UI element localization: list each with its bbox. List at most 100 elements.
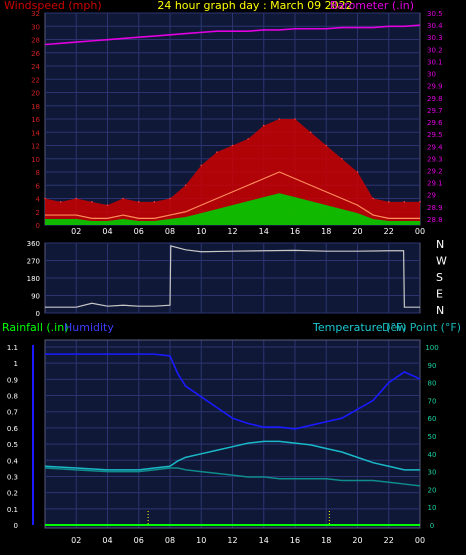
windspeed-tick-label: 18 — [31, 103, 40, 111]
direction-tick-label: 90 — [31, 293, 40, 301]
barometer-tick-label: 29.2 — [427, 167, 443, 175]
rainfall-tick-label: 1 — [14, 360, 18, 368]
windspeed-axis-label: Windspeed (mph) — [4, 0, 102, 12]
x-tick-label: 20 — [352, 536, 362, 545]
barometer-tick-label: 29.5 — [427, 131, 443, 139]
gust-point — [59, 201, 62, 203]
x-tick-label: 14 — [259, 536, 269, 545]
barometer-tick-label: 29.7 — [427, 107, 443, 115]
direction-grid — [44, 242, 421, 314]
x-tick-label: 22 — [384, 227, 394, 236]
x-tick-label: 10 — [196, 227, 206, 236]
windspeed-tick-label: 14 — [31, 129, 40, 137]
x-tick-label: 02 — [71, 536, 81, 545]
x-tick-label: 08 — [165, 536, 175, 545]
barometer-tick-label: 29.1 — [427, 180, 443, 188]
gust-point — [91, 201, 93, 203]
barometer-tick-label: 29.9 — [427, 83, 443, 91]
temperature-tick-label: 70 — [428, 397, 437, 405]
windspeed-tick-label: 32 — [31, 10, 40, 18]
rainfall-tick-label: 0.8 — [7, 393, 18, 401]
x-tick-label: 04 — [102, 227, 112, 236]
direction-tick-label: 180 — [27, 275, 40, 283]
rainfall-axis-label: Rainfall (.in) — [2, 321, 69, 334]
windspeed-tick-label: 4 — [36, 196, 41, 204]
tick-labels: 0246810121416182022242628303228.828.9292… — [7, 10, 447, 545]
temperature-tick-label: 0 — [430, 522, 434, 530]
gust-point — [153, 201, 156, 203]
humidity-line — [45, 353, 421, 430]
humidity-axis-label: Humidity — [64, 321, 114, 334]
barometer-tick-label: 29 — [427, 192, 436, 200]
windspeed-tick-label: 26 — [31, 50, 40, 58]
temperature-tick-label: 50 — [428, 433, 437, 441]
x-tick-label: 00 — [415, 227, 425, 236]
windspeed-tick-label: 8 — [36, 169, 40, 177]
gust-point — [231, 144, 234, 147]
windspeed-tick-label: 30 — [31, 23, 40, 31]
x-tick-label: 16 — [290, 227, 300, 236]
temperature-tick-label: 100 — [425, 344, 438, 352]
barometer-tick-label: 30.3 — [427, 34, 443, 42]
x-tick-label: 10 — [196, 536, 206, 545]
windspeed-tick-label: 28 — [31, 37, 40, 45]
gust-point — [216, 151, 218, 153]
rainfall-tick-label: 0.5 — [7, 441, 18, 449]
rainfall-tick-label: 0.1 — [7, 506, 18, 514]
x-tick-label: 20 — [352, 227, 362, 236]
temperature-tick-label: 90 — [428, 362, 437, 370]
x-tick-label: 06 — [134, 536, 144, 545]
compass-label: W — [436, 255, 447, 268]
windspeed-tick-label: 6 — [36, 182, 41, 190]
x-tick-label: 04 — [102, 536, 112, 545]
temperature-line — [44, 440, 420, 471]
windspeed-tick-label: 22 — [31, 76, 40, 84]
barometer-tick-label: 29.3 — [427, 155, 443, 163]
compass-label: N — [436, 304, 444, 317]
temperature-tick-label: 60 — [428, 415, 437, 423]
direction-tick-label: 360 — [27, 240, 40, 248]
barometer-tick-label: 30.5 — [427, 10, 443, 18]
rainfall-tick-label: 0 — [14, 522, 18, 530]
compass-label: E — [436, 288, 443, 301]
x-tick-label: 08 — [165, 227, 175, 236]
x-tick-label: 00 — [415, 536, 425, 545]
x-tick-label: 18 — [321, 227, 331, 236]
windspeed-tick-label: 20 — [31, 90, 40, 98]
wind-direction-line — [45, 245, 420, 308]
gust-point — [200, 164, 203, 167]
compass-label: N — [436, 238, 444, 251]
rainfall-tick-label: 0.4 — [7, 457, 19, 465]
temperature-tick-label: 40 — [428, 451, 437, 459]
x-tick-label: 12 — [227, 227, 237, 236]
gust-point — [75, 197, 78, 200]
direction-tick-label: 270 — [27, 258, 40, 266]
panel-frame — [44, 339, 421, 529]
rain-marks — [44, 353, 421, 526]
windspeed-tick-label: 10 — [31, 156, 40, 164]
barometer-tick-label: 29.8 — [427, 95, 443, 103]
gust-point — [169, 197, 171, 200]
gust-point — [356, 171, 359, 173]
barometer-tick-label: 28.8 — [427, 216, 443, 224]
gust-point — [247, 138, 249, 140]
x-tick-label: 14 — [259, 227, 269, 236]
compass-label: S — [436, 271, 443, 284]
barometer-axis-label: Barometer (.in) — [330, 0, 414, 12]
windspeed-tick-label: 12 — [31, 143, 40, 151]
dewpoint-line — [44, 467, 421, 487]
windspeed-tick-label: 2 — [36, 209, 40, 217]
gust-point — [309, 131, 312, 134]
x-tick-label: 02 — [71, 227, 81, 236]
average-wind-line — [45, 171, 420, 219]
gust-point — [262, 124, 265, 127]
gust-point — [372, 197, 374, 200]
barometer-tick-label: 30.2 — [427, 46, 443, 54]
x-tick-label: 06 — [134, 227, 144, 236]
x-tick-label: 16 — [290, 536, 300, 545]
gust-point — [325, 144, 328, 147]
gust-point — [403, 201, 406, 203]
gust-point — [137, 201, 140, 203]
